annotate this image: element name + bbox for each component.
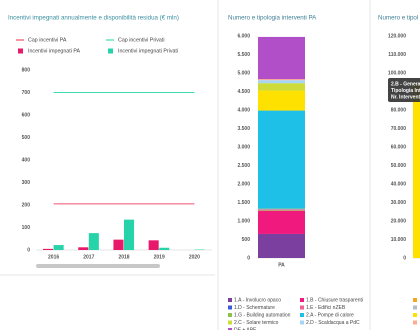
y-tick-label: 200 <box>22 202 31 208</box>
x-tick-label: 2020 <box>189 254 200 260</box>
y-tick-label: 80.000 <box>391 107 407 113</box>
legend-label: 2.A - Pompe di calore <box>306 312 354 318</box>
legend-swatch <box>300 320 304 325</box>
y-tick-label: 120.000 <box>388 33 406 39</box>
bar-segment <box>258 36 305 80</box>
y-tick-label: 40.000 <box>391 181 407 187</box>
y-tick-label: 0 <box>27 247 30 253</box>
bar-segment <box>258 90 305 111</box>
bar-segment <box>258 80 305 84</box>
legend-label: 1.D - Schermature <box>234 305 275 311</box>
tooltip <box>388 78 420 102</box>
tooltip-text: 2.B - Generatori a bio <box>391 81 420 87</box>
y-tick-label: 1.000 <box>237 218 250 224</box>
tooltip-text: Tipologia Intervento <box>391 88 420 94</box>
y-tick-label: 100 <box>22 225 31 231</box>
bar-segment <box>258 209 305 210</box>
legend-label: 1.B - Chiusure trasparenti <box>306 297 363 303</box>
legend-swatch <box>300 305 304 310</box>
legend-label: 1.G - Building automation <box>234 312 291 318</box>
bar <box>159 247 170 250</box>
y-tick-label: 2.000 <box>237 181 250 187</box>
bar-segment <box>413 82 420 258</box>
bar-segment <box>258 211 305 234</box>
legend-label: 2.D - Scaldacqua a PdC <box>306 320 360 326</box>
legend-label: DE + APE <box>234 327 257 330</box>
y-tick-label: 4.500 <box>237 89 250 95</box>
y-tick-label: 300 <box>22 180 31 186</box>
y-tick-label: 50.000 <box>391 163 407 169</box>
legend-swatch <box>413 305 417 310</box>
bar-segment <box>258 110 305 209</box>
y-tick-label: 110.000 <box>388 52 406 58</box>
y-tick-label: 0 <box>403 255 406 261</box>
chart-title: Numero e tipologia interventi PA <box>228 15 317 22</box>
x-tick-label: 2017 <box>83 254 94 260</box>
legend-swatch <box>228 305 232 310</box>
y-tick-label: 6.000 <box>237 33 250 39</box>
bar <box>88 233 99 250</box>
bar <box>113 239 124 250</box>
bar-segment <box>258 83 305 91</box>
y-tick-label: 1.500 <box>237 200 250 206</box>
legend-swatch <box>108 48 113 54</box>
chart-title: Incentivi impegnati annualmente e dispon… <box>8 15 179 22</box>
legend-label: 2.C - Solare termico <box>234 320 279 326</box>
legend-swatch <box>300 298 304 302</box>
bar-segment <box>258 233 305 258</box>
legend-swatch <box>228 320 232 325</box>
x-tick-label: 2019 <box>154 254 165 260</box>
x-tick-label: PA <box>278 262 285 268</box>
bar <box>43 248 54 250</box>
y-tick-label: 5.500 <box>237 52 250 58</box>
y-tick-label: 2.500 <box>237 163 250 169</box>
legend-swatch <box>18 48 23 54</box>
legend-swatch <box>228 298 232 302</box>
bar <box>148 240 159 250</box>
legend-swatch <box>300 313 304 317</box>
bar <box>53 245 64 250</box>
bar-segment <box>258 210 305 212</box>
y-tick-label: 500 <box>242 237 251 243</box>
y-tick-label: 3.000 <box>237 144 250 150</box>
legend-swatch <box>228 313 232 317</box>
x-tick-label: 2016 <box>48 254 59 260</box>
y-tick-label: 800 <box>22 67 31 73</box>
legend-label: 1.A - Involucro opaco <box>234 297 281 303</box>
bar <box>124 219 135 250</box>
legend-label: Cap incentivi PA <box>28 37 67 43</box>
tooltip-text: Nr. Interventi : <box>391 94 420 100</box>
y-tick-label: 60.000 <box>391 144 407 150</box>
bar-segment <box>258 79 305 81</box>
legend-swatch <box>228 328 232 330</box>
y-tick-label: 400 <box>22 157 31 163</box>
legend-swatch <box>413 320 417 325</box>
legend-swatch <box>413 298 417 302</box>
y-tick-label: 10.000 <box>391 237 407 243</box>
y-tick-label: 3.500 <box>237 126 250 132</box>
y-tick-label: 4.000 <box>237 107 250 113</box>
y-tick-label: 700 <box>22 90 31 96</box>
y-tick-label: 500 <box>22 135 31 141</box>
legend-label: Cap incentivi Privati <box>118 37 165 43</box>
y-tick-label: 100.000 <box>388 70 406 76</box>
y-tick-label: 0 <box>247 255 250 261</box>
chart-title: Numero e tipol <box>378 15 418 22</box>
y-tick-label: 5.000 <box>237 70 250 76</box>
y-tick-label: 20.000 <box>391 218 407 224</box>
y-tick-label: 70.000 <box>391 126 407 132</box>
legend-label: Incentivi impegnati Privati <box>118 48 178 54</box>
bar-segment <box>258 209 305 211</box>
legend-label: 1.E - Edifici nZEB <box>306 305 346 311</box>
legend-swatch <box>413 313 417 317</box>
y-tick-label: 600 <box>22 112 31 118</box>
legend-label: Incentivi impegnati PA <box>28 48 80 54</box>
y-tick-label: 30.000 <box>391 200 407 206</box>
x-tick-label: 2018 <box>118 254 129 260</box>
scrollbar[interactable] <box>36 264 160 268</box>
bar <box>78 247 89 250</box>
